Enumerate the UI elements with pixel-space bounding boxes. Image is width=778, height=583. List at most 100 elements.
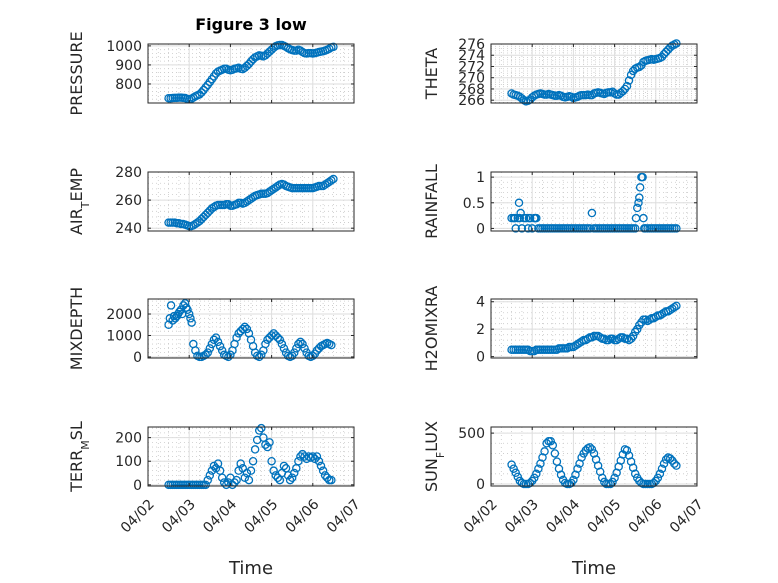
data-point	[205, 471, 215, 480]
data-point	[242, 324, 252, 334]
data-point	[523, 345, 533, 355]
data-point	[308, 351, 318, 361]
data-point	[238, 464, 248, 473]
data-point	[296, 337, 305, 347]
data-point	[246, 466, 256, 475]
data-point	[224, 352, 233, 362]
data-point	[534, 464, 543, 473]
subplot-6: 0 2 4 H2OMIXRA	[422, 286, 698, 371]
y-axis-label: THETA	[422, 48, 441, 100]
data-point	[187, 318, 196, 327]
subplot-4: 0 0.5 1 RAINFALL	[422, 164, 698, 239]
data-point	[653, 473, 663, 483]
y-axis-label: PRESSURE	[67, 31, 86, 115]
data-point	[550, 449, 560, 458]
data-point	[597, 473, 607, 483]
data-point	[294, 339, 303, 349]
data-point	[638, 172, 647, 182]
data-point	[649, 478, 658, 488]
data-point	[199, 85, 208, 95]
data-point	[600, 334, 609, 344]
data-point	[250, 445, 260, 454]
data-point	[641, 315, 650, 324]
data-point	[527, 224, 537, 233]
y-tick-label: 800	[115, 77, 142, 93]
data-point	[248, 456, 258, 466]
y-tick-label: 2000	[106, 307, 142, 323]
data-point	[244, 59, 254, 69]
data-point	[517, 224, 527, 233]
data-point	[513, 472, 523, 482]
data-point	[548, 441, 558, 450]
data-point	[298, 339, 307, 349]
data-point	[608, 334, 617, 344]
data-point	[546, 436, 555, 446]
data-point	[624, 76, 634, 85]
data-point	[211, 464, 221, 473]
y-tick-label: 270	[458, 71, 485, 87]
y-axis-label: TERRMSL	[67, 421, 92, 493]
data-point	[285, 475, 295, 485]
y-tick-label: 1000	[106, 39, 142, 55]
y-tick-label: 260	[115, 193, 142, 209]
data-point	[639, 213, 648, 223]
data-point	[292, 344, 301, 353]
data-point	[661, 455, 671, 464]
data-point	[665, 454, 675, 463]
data-point	[277, 339, 287, 349]
data-point	[300, 452, 309, 461]
data-point	[562, 344, 572, 353]
x-axis-label-left: Time	[228, 558, 273, 579]
data-point	[279, 461, 289, 471]
data-point	[587, 445, 597, 454]
data-point	[183, 305, 192, 314]
data-point	[635, 193, 644, 202]
data-point	[510, 213, 520, 223]
data-point	[312, 452, 322, 461]
y-tick-label: 900	[115, 58, 142, 74]
data-point	[587, 333, 597, 342]
data-point	[515, 213, 525, 223]
data-point	[521, 213, 531, 223]
data-point	[184, 309, 194, 319]
data-point	[197, 88, 206, 97]
data-point	[585, 443, 595, 452]
data-point	[672, 224, 681, 233]
data-point	[556, 470, 566, 480]
data-point	[263, 442, 272, 452]
y-tick-label: 0	[133, 350, 142, 366]
y-axis-label: RAINFALL	[422, 164, 441, 239]
data-point	[633, 324, 642, 334]
data-point	[514, 198, 524, 208]
y-tick-label: 100	[115, 454, 142, 470]
data-point	[507, 460, 516, 469]
y-tick-label: 0	[476, 221, 485, 237]
data-point	[327, 176, 336, 185]
y-tick-label: 0	[476, 350, 485, 366]
data-point	[269, 466, 278, 475]
data-point	[209, 335, 219, 345]
axes-frame	[490, 298, 698, 359]
data-point	[325, 44, 334, 54]
data-point	[511, 224, 520, 233]
y-axis-label: MIXDEPTH	[67, 287, 86, 370]
data-point	[201, 83, 210, 92]
axes-frame	[490, 426, 698, 487]
plot-area	[147, 43, 355, 104]
y-tick-label: 274	[458, 48, 485, 64]
data-point	[618, 86, 628, 96]
data-point	[604, 335, 613, 345]
data-point	[310, 454, 320, 464]
data-point	[215, 341, 225, 351]
data-point	[261, 440, 270, 449]
data-point	[191, 346, 200, 355]
axes-frame	[147, 426, 355, 487]
figure-title: Figure 3 low	[195, 15, 307, 34]
data-point	[207, 466, 217, 475]
y-tick-label: 280	[115, 165, 142, 181]
data-point	[670, 302, 679, 312]
axes-frame	[147, 171, 355, 232]
y-tick-label: 200	[115, 431, 142, 447]
y-tick-label: 266	[458, 93, 485, 109]
